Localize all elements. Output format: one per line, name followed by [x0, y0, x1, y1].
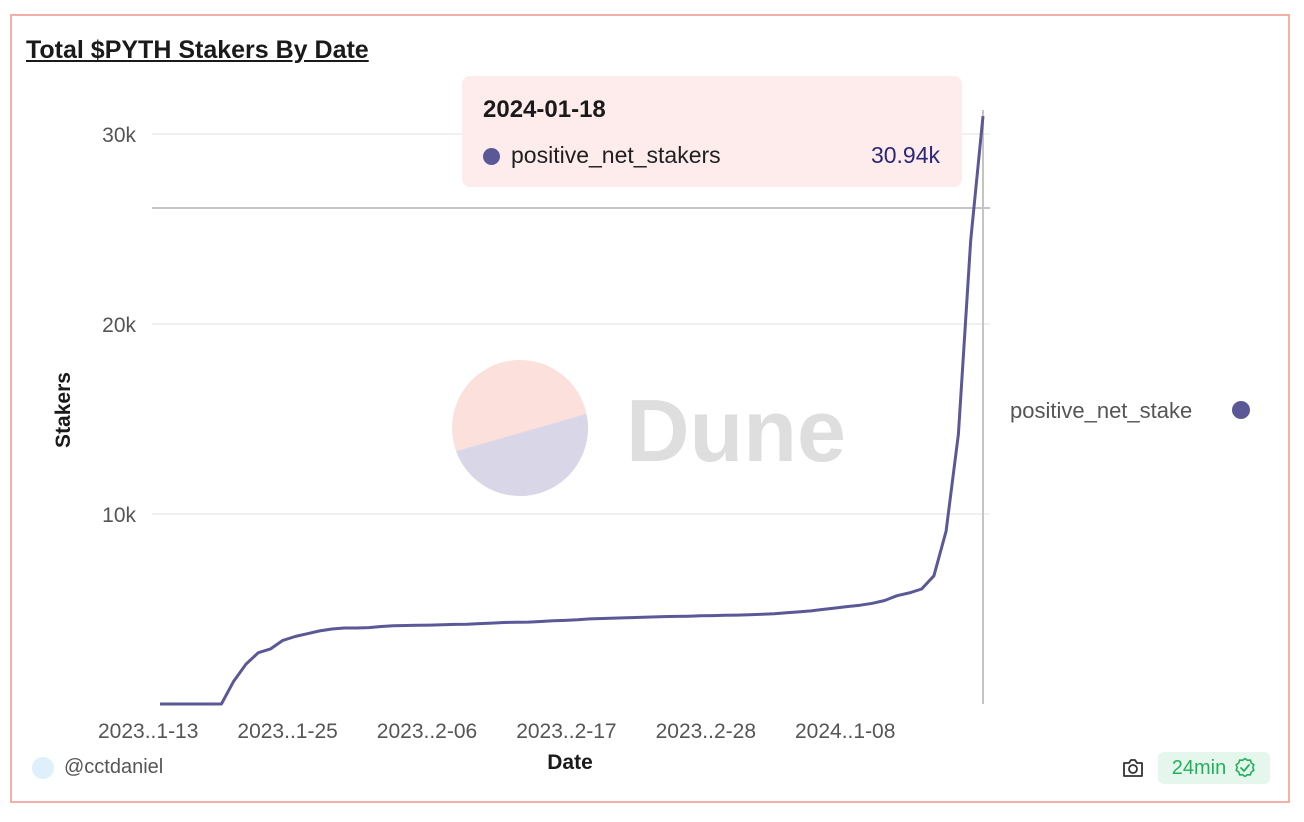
x-tick-label: 2023..1-13 [98, 720, 198, 743]
tooltip-date: 2024-01-18 [483, 96, 606, 123]
hover-tooltip: 2024-01-18 positive_net_stakers 30.94k [462, 76, 962, 187]
x-tick-label: 2023..2-17 [516, 720, 616, 743]
tooltip-series-name: positive_net_stakers [511, 142, 721, 168]
author-info[interactable]: @cctdaniel [32, 756, 163, 779]
y-tick-label: 10k [102, 504, 136, 527]
x-tick-label: 2023..2-28 [656, 720, 756, 743]
camera-icon[interactable] [1122, 758, 1144, 778]
dune-watermark: Dune [452, 360, 846, 497]
x-axis-ticks: 2023..1-13 2023..1-25 2023..2-06 2023..2-17… [98, 720, 895, 743]
watermark-text: Dune [626, 381, 846, 480]
tooltip-value: 30.94k [870, 142, 940, 168]
legend-dot [1232, 401, 1250, 419]
legend-label[interactable]: positive_net_stake [1010, 398, 1192, 423]
avatar [32, 756, 54, 779]
series-line-positive_net_stakers[interactable] [160, 115, 985, 706]
y-axis-ticks: 10k 20k 30k [102, 124, 136, 527]
watermark-logo-bottom [456, 413, 589, 497]
check-badge-icon [1235, 757, 1255, 778]
freshness-badge[interactable]: 24min [1158, 752, 1270, 784]
x-tick-label: 2023..1-25 [237, 720, 337, 743]
tooltip-series-dot [483, 148, 500, 165]
author-handle[interactable]: @cctdaniel [64, 756, 164, 778]
y-tick-label: 20k [102, 314, 136, 337]
x-tick-label: 2024..1-08 [795, 720, 895, 743]
x-axis-title: Date [547, 751, 593, 774]
freshness-text: 24min [1171, 756, 1227, 779]
x-tick-label: 2023..2-06 [377, 720, 477, 743]
y-axis-title: Stakers [52, 372, 75, 448]
chart-title[interactable]: Total $PYTH Stakers By Date [26, 36, 369, 64]
y-tick-label: 30k [102, 124, 136, 147]
legend[interactable]: positive_net_stake [1010, 398, 1250, 423]
